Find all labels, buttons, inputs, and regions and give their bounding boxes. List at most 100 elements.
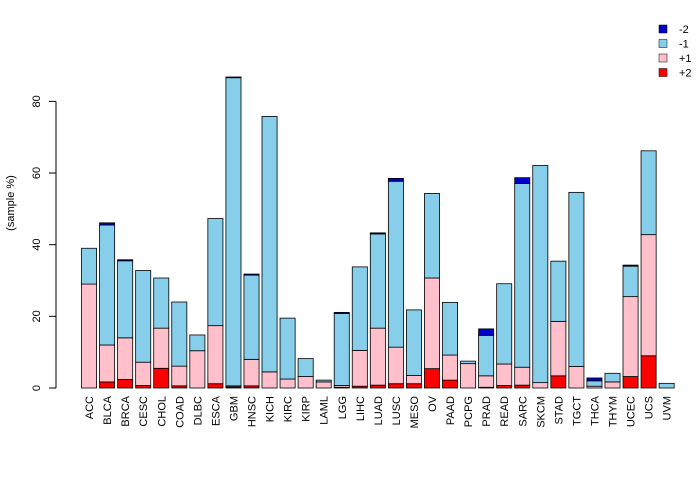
bar-segment-OV-plus2 — [424, 368, 440, 389]
bar-segment-PRAD-plus1 — [478, 375, 495, 388]
bar-segment-THYM-plus1 — [604, 381, 621, 389]
bar-segment-SARC-minus1 — [514, 183, 531, 368]
bar-segment-LAML-minus1 — [315, 379, 332, 383]
x-tick-label-DLBC: DLBC — [192, 396, 204, 425]
bar-segment-UCEC-plus2 — [622, 376, 639, 389]
bar-segment-KICH-plus1 — [261, 371, 278, 389]
bar-segment-LUAD-minus1 — [369, 233, 386, 329]
bar-segment-KIRP-plus1 — [297, 376, 314, 389]
bar-segment-BRCA-plus1 — [117, 337, 134, 380]
bar-segment-READ-plus1 — [496, 363, 513, 386]
x-tick-label-KIRP: KIRP — [301, 396, 313, 422]
legend-swatch-plus2 — [658, 68, 668, 77]
bars-group — [81, 76, 675, 389]
bar-segment-COAD-plus1 — [171, 365, 188, 387]
x-tick-label-SARC: SARC — [517, 396, 529, 427]
bar-segment-OV-minus1 — [424, 193, 440, 279]
bar-segment-ACC-plus1 — [81, 283, 98, 389]
x-tick-label-TGCT: TGCT — [571, 396, 583, 426]
y-tick-label-80: 80 — [31, 95, 43, 107]
bar-segment-BLCA-plus2 — [99, 381, 116, 389]
bar-segment-DLBC-minus1 — [189, 334, 206, 352]
bar-segment-SARC-minus2 — [514, 177, 531, 184]
legend-label-plus2: +2 — [679, 68, 692, 80]
bar-segment-CHOL-plus2 — [153, 367, 170, 389]
bar-segment-KIRC-plus1 — [279, 378, 296, 389]
bar-segment-GBM-minus1 — [225, 77, 242, 387]
legend-label-minus2: -2 — [679, 24, 689, 36]
y-axis: 0 20 40 60 80 — [31, 95, 57, 391]
bar-segment-ESCA-plus2 — [207, 383, 224, 389]
bar-segment-STAD-plus2 — [550, 375, 567, 389]
x-tick-label-THCA: THCA — [589, 395, 601, 426]
x-axis: ACC BLCA BRCA CESC CHOL COAD DLBC ESCA GBM HNSC KI… — [84, 395, 674, 428]
legend: -2 -1 +1 +2 — [658, 24, 692, 80]
bar-segment-UCEC-minus2 — [622, 264, 639, 267]
x-tick-label-PAAD: PAAD — [445, 396, 457, 425]
x-tick-label-READ: READ — [499, 396, 511, 427]
y-tick-label-20: 20 — [31, 310, 43, 322]
y-axis-title: (sample %) — [5, 175, 17, 231]
bar-segment-SKCM-plus1 — [532, 382, 549, 389]
bar-segment-KIRP-minus1 — [297, 358, 314, 377]
bar-segment-STAD-plus1 — [550, 320, 567, 377]
bar-segment-ESCA-plus1 — [207, 325, 224, 385]
bar-segment-LIHC-plus1 — [351, 349, 368, 387]
bar-segment-KICH-minus1 — [261, 116, 278, 373]
bar-segment-CHOL-plus1 — [153, 327, 170, 369]
bar-segment-MESO-plus1 — [405, 375, 422, 385]
x-tick-label-UCEC: UCEC — [626, 396, 638, 427]
x-tick-label-BLCA: BLCA — [102, 395, 114, 424]
bar-segment-THCA-minus1 — [586, 380, 603, 387]
x-tick-label-KICH: KICH — [265, 396, 277, 422]
bar-segment-UCEC-plus1 — [622, 296, 639, 377]
x-tick-label-KIRC: KIRC — [283, 396, 295, 422]
bar-segment-SARC-plus1 — [514, 366, 531, 386]
bar-segment-PAAD-plus2 — [442, 379, 459, 389]
x-tick-label-LIHC: LIHC — [355, 396, 367, 421]
bar-segment-STAD-minus1 — [550, 260, 567, 322]
bar-segment-ACC-minus1 — [81, 247, 98, 285]
x-tick-label-LUAD: LUAD — [373, 396, 385, 425]
bar-segment-OV-plus1 — [424, 277, 440, 370]
x-tick-label-THYM: THYM — [608, 396, 620, 427]
bar-segment-LUSC-plus1 — [387, 346, 404, 385]
legend-label-plus1: +1 — [679, 53, 692, 65]
legend-swatch-minus2 — [658, 24, 668, 34]
x-tick-label-SKCM: SKCM — [535, 396, 547, 428]
x-tick-label-UCS: UCS — [644, 396, 656, 419]
bar-segment-THCA-minus2 — [586, 377, 603, 382]
y-tick-label-60: 60 — [31, 167, 43, 179]
bar-segment-BLCA-minus1 — [99, 224, 116, 346]
bar-segment-LUSC-plus2 — [387, 383, 404, 389]
bar-segment-DLBC-plus1 — [189, 350, 206, 389]
bar-segment-PRAD-minus1 — [478, 334, 495, 377]
bar-segment-ESCA-minus1 — [207, 218, 224, 327]
bar-segment-KIRC-minus1 — [279, 317, 296, 380]
bar-segment-UCS-plus1 — [640, 234, 657, 357]
bar-segment-PCPG-minus1 — [460, 360, 477, 365]
bar-segment-LUAD-plus2 — [369, 384, 386, 389]
y-tick-label-40: 40 — [31, 239, 43, 251]
bar-segment-LGG-minus1 — [333, 313, 350, 386]
x-tick-label-HNSC: HNSC — [247, 396, 259, 427]
bar-segment-HNSC-minus1 — [243, 274, 260, 360]
x-tick-label-CHOL: CHOL — [156, 396, 168, 427]
bar-segment-READ-minus1 — [496, 283, 513, 365]
bar-segment-LUAD-plus1 — [369, 327, 386, 386]
bar-segment-MESO-minus1 — [405, 309, 422, 376]
bar-segment-BRCA-minus1 — [117, 260, 134, 339]
bar-segment-BRCA-plus2 — [117, 379, 134, 389]
x-tick-label-COAD: COAD — [174, 396, 186, 428]
bar-segment-UCEC-minus1 — [622, 265, 639, 298]
bar-segment-LUSC-minus1 — [387, 180, 404, 348]
bar-segment-UCS-plus2 — [640, 355, 657, 389]
bar-segment-PAAD-plus1 — [442, 354, 459, 381]
bar-segment-UVM-minus1 — [658, 382, 675, 389]
x-tick-label-UVM: UVM — [662, 396, 674, 420]
bar-segment-UCS-minus1 — [640, 150, 657, 236]
bar-segment-LUAD-minus2 — [369, 232, 386, 235]
bar-segment-SKCM-minus1 — [532, 165, 549, 384]
bar-segment-PCPG-plus1 — [460, 363, 477, 389]
